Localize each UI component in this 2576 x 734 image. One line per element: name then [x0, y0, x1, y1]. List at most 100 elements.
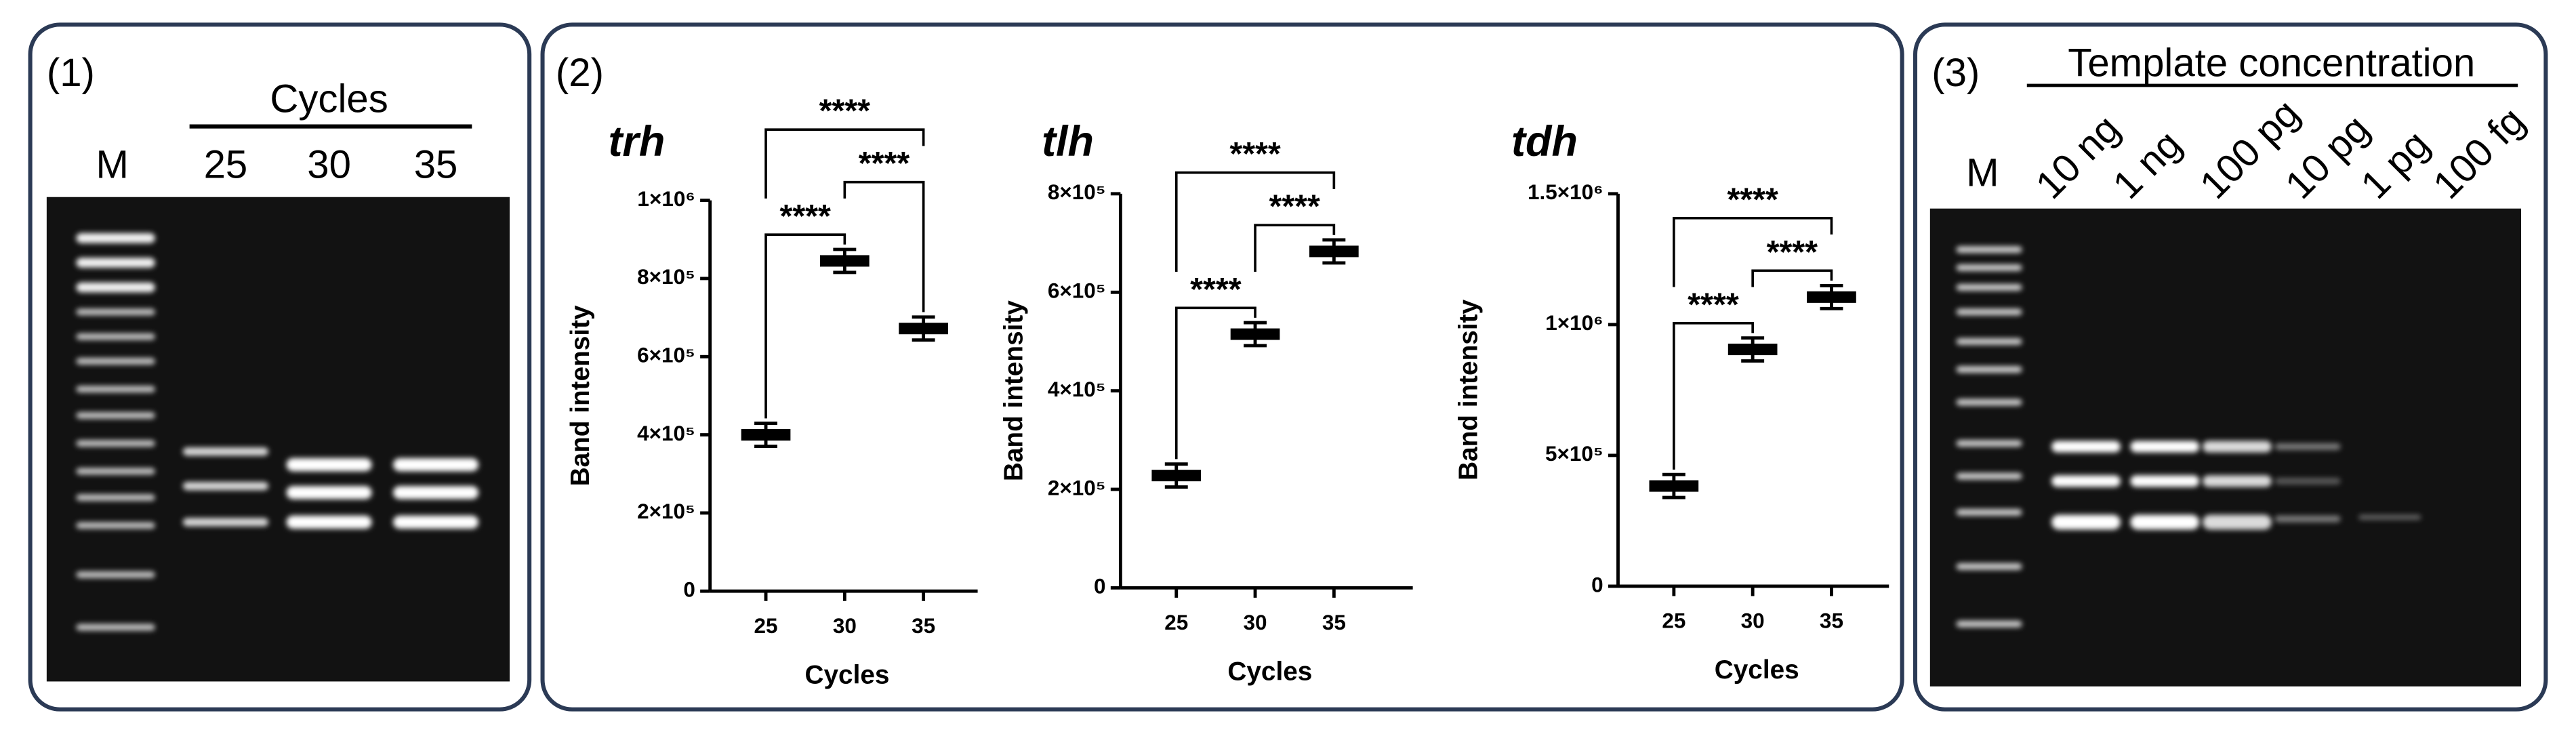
gel-band	[1956, 440, 2022, 447]
significance-label: ****	[859, 145, 910, 182]
x-tick-label: 35	[1820, 609, 1843, 633]
y-tick-label: 0	[1094, 574, 1106, 598]
gel-band	[2203, 514, 2272, 530]
significance-label: ****	[779, 198, 831, 235]
y-tick-label: 2×10⁵	[637, 499, 695, 523]
significance-bracket	[1673, 216, 1833, 287]
gel-band	[2203, 475, 2272, 487]
gel-band	[2051, 441, 2121, 453]
significance-bracket	[764, 233, 846, 419]
gel-band	[393, 515, 479, 529]
gel-band	[1956, 620, 2022, 628]
gel-band	[286, 515, 372, 529]
gel-band	[76, 308, 155, 316]
lane-label: M	[1966, 151, 1999, 195]
gel-band	[76, 440, 155, 447]
gel-band	[76, 333, 155, 340]
gel-band	[2274, 443, 2341, 450]
panel-label: (2)	[556, 51, 604, 95]
y-axis-label: Band intensity	[1000, 300, 1029, 481]
significance-bracket	[1174, 306, 1256, 460]
y-tick-label: 6×10⁵	[637, 343, 695, 367]
gel-band	[182, 447, 268, 456]
gel-band	[76, 571, 155, 578]
gel-header: Template concentration	[2068, 41, 2475, 85]
y-tick-label: 6×10⁵	[1048, 279, 1106, 303]
gel-band	[2130, 475, 2200, 487]
chart-title: tdh	[1511, 118, 1578, 165]
gel-band	[1956, 366, 2022, 373]
x-tick-label: 35	[1322, 610, 1346, 634]
gel-bands	[1956, 246, 2421, 628]
gel-band	[76, 233, 155, 243]
gel-band	[393, 457, 479, 472]
significance-bracket	[1751, 269, 1833, 287]
gel-band	[76, 522, 155, 529]
gel-band	[76, 412, 155, 419]
y-tick-label: 0	[683, 577, 695, 602]
significance-label: ****	[1269, 188, 1320, 225]
gel-band	[2130, 514, 2200, 530]
y-tick-label: 8×10⁵	[637, 264, 695, 289]
lane-label: 30	[307, 142, 351, 186]
y-axis-label: Band intensity	[1454, 299, 1484, 480]
box	[1309, 245, 1359, 258]
significance-label: ****	[1767, 234, 1818, 270]
box	[741, 429, 791, 441]
x-axis-label: Cycles	[1715, 655, 1799, 685]
gel-band	[1956, 399, 2022, 406]
y-tick-label: 1×10⁶	[1545, 310, 1603, 335]
y-tick-label: 0	[1591, 572, 1603, 596]
chart-title: tlh	[1042, 118, 1094, 165]
gel-header: Cycles	[270, 77, 388, 121]
y-tick-label: 4×10⁵	[637, 421, 695, 445]
lane-label: 25	[204, 142, 248, 186]
x-axis-label: Cycles	[1227, 657, 1312, 687]
panel-border	[28, 22, 532, 712]
panel-label: (1)	[47, 51, 95, 95]
gel-band	[1956, 338, 2022, 345]
x-tick-label: 30	[1244, 610, 1267, 634]
gel-band	[76, 282, 155, 293]
gel-band	[1956, 308, 2022, 316]
box	[1727, 344, 1778, 356]
lane-label: 35	[414, 142, 458, 186]
gel-band	[2274, 515, 2341, 523]
box	[1649, 480, 1699, 492]
gel-band	[1956, 264, 2022, 271]
box	[899, 323, 948, 335]
gel-band	[2130, 441, 2200, 453]
x-tick-label: 35	[912, 613, 935, 638]
gel-band	[2274, 478, 2341, 485]
y-tick-label: 2×10⁵	[1048, 475, 1106, 499]
y-tick-label: 4×10⁵	[1048, 377, 1106, 401]
significance-label: ****	[1727, 181, 1778, 218]
significance-bracket	[1673, 322, 1754, 470]
box	[1807, 291, 1856, 303]
gel-band	[393, 486, 479, 499]
y-tick-label: 8×10⁵	[1048, 180, 1106, 204]
gel-band	[2051, 514, 2121, 530]
gel-band	[1956, 509, 2022, 516]
significance-label: ****	[1190, 271, 1242, 308]
box	[819, 255, 870, 267]
gel-band	[286, 457, 372, 472]
y-axis-label: Band intensity	[566, 305, 595, 486]
gel-band	[1956, 563, 2022, 570]
gel-band	[182, 482, 268, 491]
y-tick-label: 5×10⁵	[1545, 441, 1603, 466]
gel-band	[286, 486, 372, 499]
gel-band	[1956, 284, 2022, 291]
significance-label: ****	[1229, 136, 1281, 172]
panel-border	[540, 22, 1904, 712]
gel-band	[2203, 441, 2272, 453]
gel-band	[76, 494, 155, 501]
significance-bracket	[764, 128, 925, 199]
significance-bracket	[843, 180, 925, 312]
panel-border	[1913, 22, 2548, 712]
x-tick-label: 25	[754, 613, 778, 638]
gel-image	[46, 197, 510, 682]
gel-band	[76, 386, 155, 393]
